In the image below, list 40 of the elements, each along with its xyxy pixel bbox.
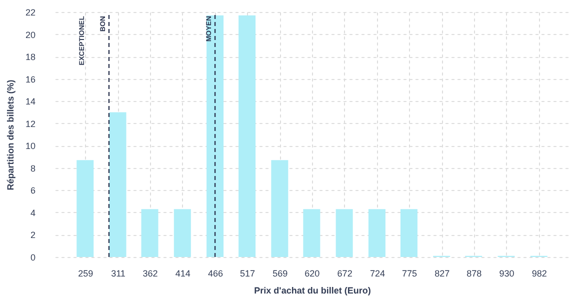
y-axis-title: Répartition des billets (%) [5, 80, 16, 190]
y-tick-label: 12 [25, 118, 36, 129]
x-tick-label: 362 [142, 268, 158, 278]
x-tick-label: 672 [337, 268, 352, 278]
x-tick-label: 311 [111, 268, 126, 278]
bar [141, 209, 158, 257]
x-tick-label: 724 [370, 268, 385, 278]
bar [238, 15, 256, 257]
bar [336, 209, 353, 257]
x-tick-label: 569 [272, 268, 288, 278]
x-tick-label: 620 [304, 268, 320, 278]
x-tick-label: 827 [434, 268, 450, 278]
bar [109, 112, 126, 257]
bar [174, 209, 191, 257]
x-tick-label: 982 [532, 268, 547, 278]
bar [206, 15, 224, 257]
x-tick-label: 775 [402, 268, 417, 278]
bar [368, 209, 386, 257]
y-tick-label: 2 [30, 230, 36, 240]
y-tick-label: 22 [25, 8, 36, 18]
y-tick-label: 0 [30, 252, 36, 262]
bar [76, 160, 94, 257]
x-tick-label: 930 [499, 268, 514, 278]
y-tick-label: 14 [25, 96, 36, 107]
x-tick-label: 259 [78, 268, 94, 278]
y-tick-label: 10 [25, 141, 36, 152]
x-tick-label: 414 [175, 268, 190, 278]
x-tick-label: 466 [208, 268, 224, 278]
bar [271, 160, 288, 257]
y-tick-label: 8 [30, 163, 36, 174]
y-tick-label: 6 [30, 186, 36, 196]
x-tick-label: 517 [240, 268, 256, 278]
y-tick-label: 20 [25, 30, 36, 40]
y-tick-label: 18 [25, 52, 36, 62]
x-axis-title: Prix d'achat du billet (Euro) [254, 286, 371, 296]
y-tick-label: 16 [25, 74, 36, 84]
bar [303, 209, 320, 257]
y-tick-label: 4 [30, 208, 36, 218]
x-tick-label: 878 [466, 268, 482, 278]
bar [400, 209, 418, 257]
